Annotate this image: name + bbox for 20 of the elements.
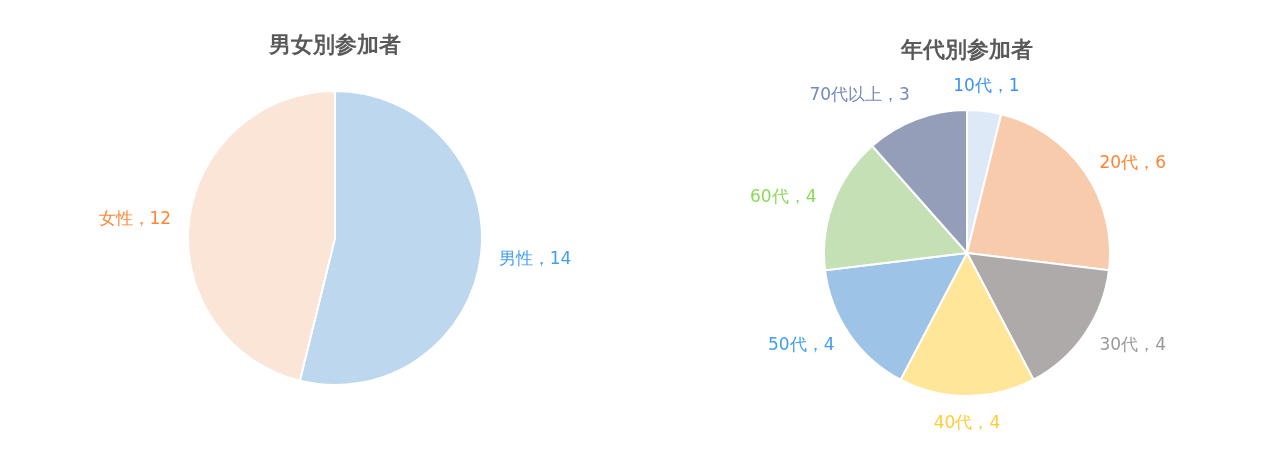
chart-title: 年代別参加者 xyxy=(900,37,1033,62)
category: 20代 xyxy=(1099,151,1139,172)
data-label: ，4 xyxy=(1138,334,1166,355)
data-label: ，3 xyxy=(882,84,910,105)
category: 60代 xyxy=(750,185,789,206)
data-label: ，12 xyxy=(132,208,172,229)
data-label: ，6 xyxy=(1138,151,1166,172)
chart-title: 男女別参加者 xyxy=(268,32,401,57)
category: 40代 xyxy=(933,412,973,432)
data-label: ，1 xyxy=(991,75,1020,96)
data-label: ，4 xyxy=(788,185,817,206)
category: 10代 xyxy=(953,75,992,96)
category: 70代以上 xyxy=(809,84,883,105)
category: 男性 xyxy=(498,247,533,268)
category: 50代 xyxy=(768,334,807,355)
data-label: ，4 xyxy=(806,334,835,355)
category: 女性 xyxy=(98,208,133,229)
category: 30代 xyxy=(1099,334,1139,355)
data-label: ，14 xyxy=(532,247,572,268)
data-label: ，4 xyxy=(972,412,1001,432)
